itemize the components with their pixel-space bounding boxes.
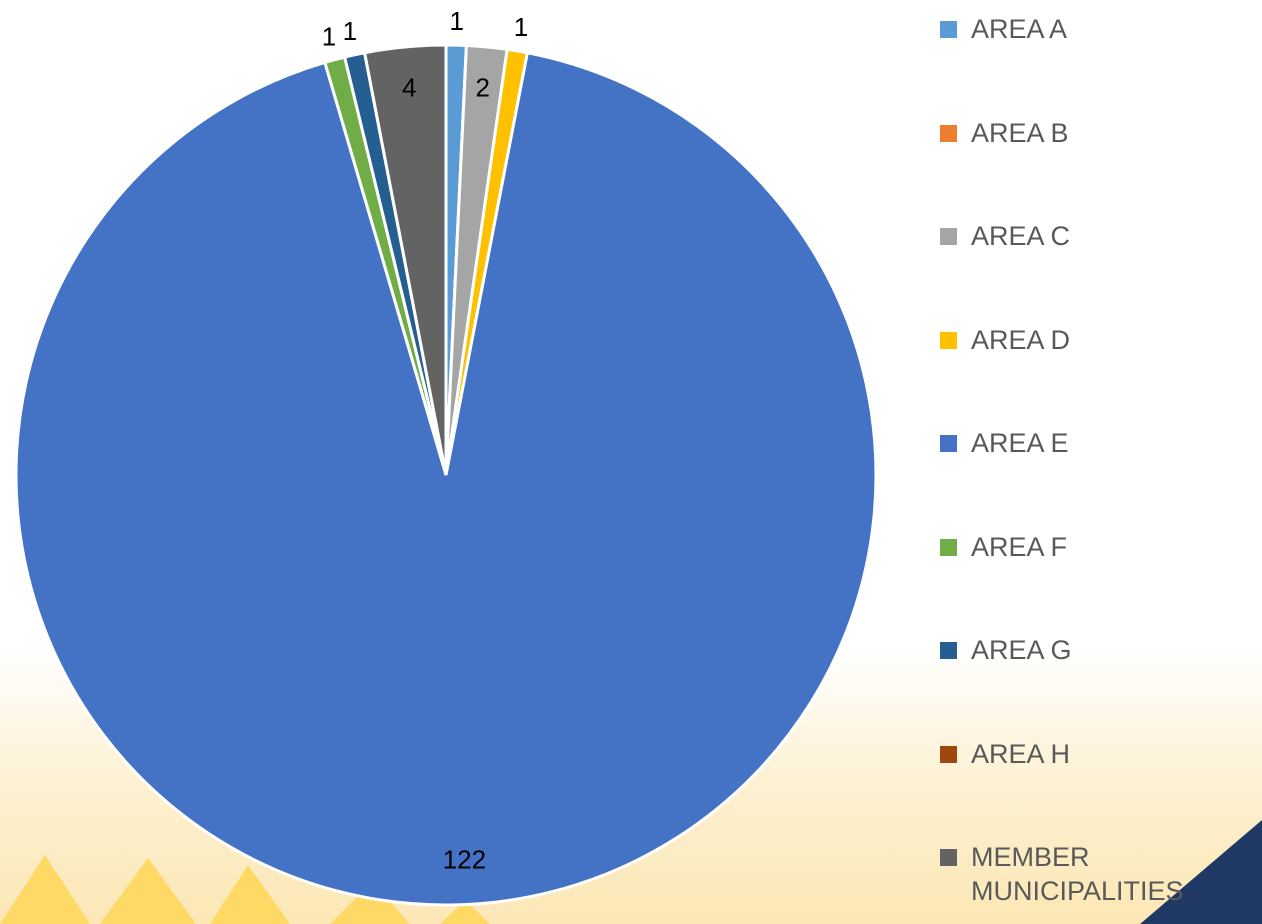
legend-item: AREA H <box>940 737 1256 771</box>
legend-item: MEMBER MUNICIPALITIES <box>940 840 1256 908</box>
legend-swatch <box>940 21 957 38</box>
legend-swatch <box>940 849 957 866</box>
legend-swatch <box>940 539 957 556</box>
data-label: 2 <box>476 73 490 103</box>
data-label: 1 <box>322 21 336 51</box>
legend-label: AREA A <box>971 12 1256 46</box>
data-label: 4 <box>402 73 416 103</box>
legend-label: AREA F <box>971 530 1256 564</box>
legend-item: AREA A <box>940 12 1256 46</box>
legend-label: AREA C <box>971 219 1256 253</box>
legend-item: AREA E <box>940 426 1256 460</box>
legend-swatch <box>940 228 957 245</box>
legend-swatch <box>940 125 957 142</box>
legend-label: AREA E <box>971 426 1256 460</box>
legend-label: MEMBER MUNICIPALITIES <box>971 840 1256 908</box>
legend-swatch <box>940 642 957 659</box>
legend-swatch <box>940 332 957 349</box>
legend-swatch <box>940 435 957 452</box>
legend-label: AREA G <box>971 633 1256 667</box>
legend-item: AREA F <box>940 530 1256 564</box>
legend-label: AREA B <box>971 116 1256 150</box>
legend-item: AREA C <box>940 219 1256 253</box>
legend-item: AREA B <box>940 116 1256 150</box>
data-label: 122 <box>443 844 486 874</box>
data-label: 1 <box>450 6 464 36</box>
legend-item: AREA G <box>940 633 1256 667</box>
page: 121122114 AREA AAREA BAREA CAREA DAREA E… <box>0 0 1262 924</box>
legend-label: AREA H <box>971 737 1256 771</box>
legend-swatch <box>940 746 957 763</box>
legend-item: AREA D <box>940 323 1256 357</box>
data-label: 1 <box>514 12 528 42</box>
legend-label: AREA D <box>971 323 1256 357</box>
data-label: 1 <box>343 16 357 46</box>
